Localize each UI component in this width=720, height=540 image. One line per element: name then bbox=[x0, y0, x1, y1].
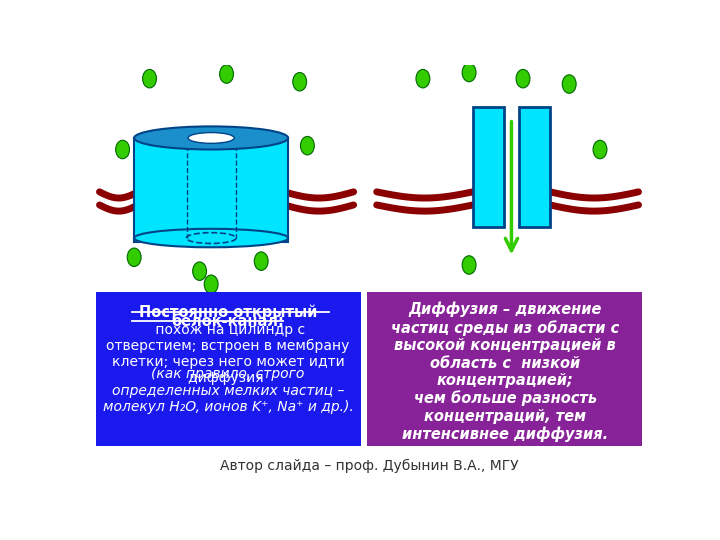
Ellipse shape bbox=[116, 140, 130, 159]
Ellipse shape bbox=[134, 126, 288, 150]
Ellipse shape bbox=[293, 72, 307, 91]
Bar bbox=[519, 107, 550, 226]
Ellipse shape bbox=[516, 70, 530, 88]
Ellipse shape bbox=[416, 70, 430, 88]
Ellipse shape bbox=[143, 70, 156, 88]
Ellipse shape bbox=[220, 65, 233, 83]
Text: похож на цилиндр с
отверстием; встроен в мембрану
клетки; через него может идти
: похож на цилиндр с отверстием; встроен в… bbox=[107, 323, 350, 386]
Bar bbox=[134, 138, 288, 242]
Ellipse shape bbox=[193, 262, 207, 280]
Ellipse shape bbox=[134, 229, 288, 247]
Ellipse shape bbox=[204, 275, 218, 294]
Ellipse shape bbox=[300, 137, 315, 155]
Ellipse shape bbox=[562, 75, 576, 93]
Bar bbox=[473, 107, 504, 226]
Ellipse shape bbox=[462, 63, 476, 82]
Text: белок-канал:: белок-канал: bbox=[171, 314, 284, 328]
Text: Диффузия – движение
частиц среды из области с
высокой концентрацией в
область с : Диффузия – движение частиц среды из обла… bbox=[391, 302, 619, 442]
Text: (как правило, строго
определенных мелких частиц –
молекул H₂O, ионов K⁺, Na⁺ и д: (как правило, строго определенных мелких… bbox=[103, 367, 354, 414]
Text: Автор слайда – проф. Дубынин В.А., МГУ: Автор слайда – проф. Дубынин В.А., МГУ bbox=[220, 459, 518, 473]
Ellipse shape bbox=[593, 140, 607, 159]
Ellipse shape bbox=[188, 132, 234, 143]
Text: Постоянно открытый: Постоянно открытый bbox=[139, 304, 318, 320]
Bar bbox=[96, 292, 361, 446]
Ellipse shape bbox=[127, 248, 141, 267]
Bar bbox=[367, 292, 642, 446]
Ellipse shape bbox=[254, 252, 268, 271]
Ellipse shape bbox=[462, 256, 476, 274]
